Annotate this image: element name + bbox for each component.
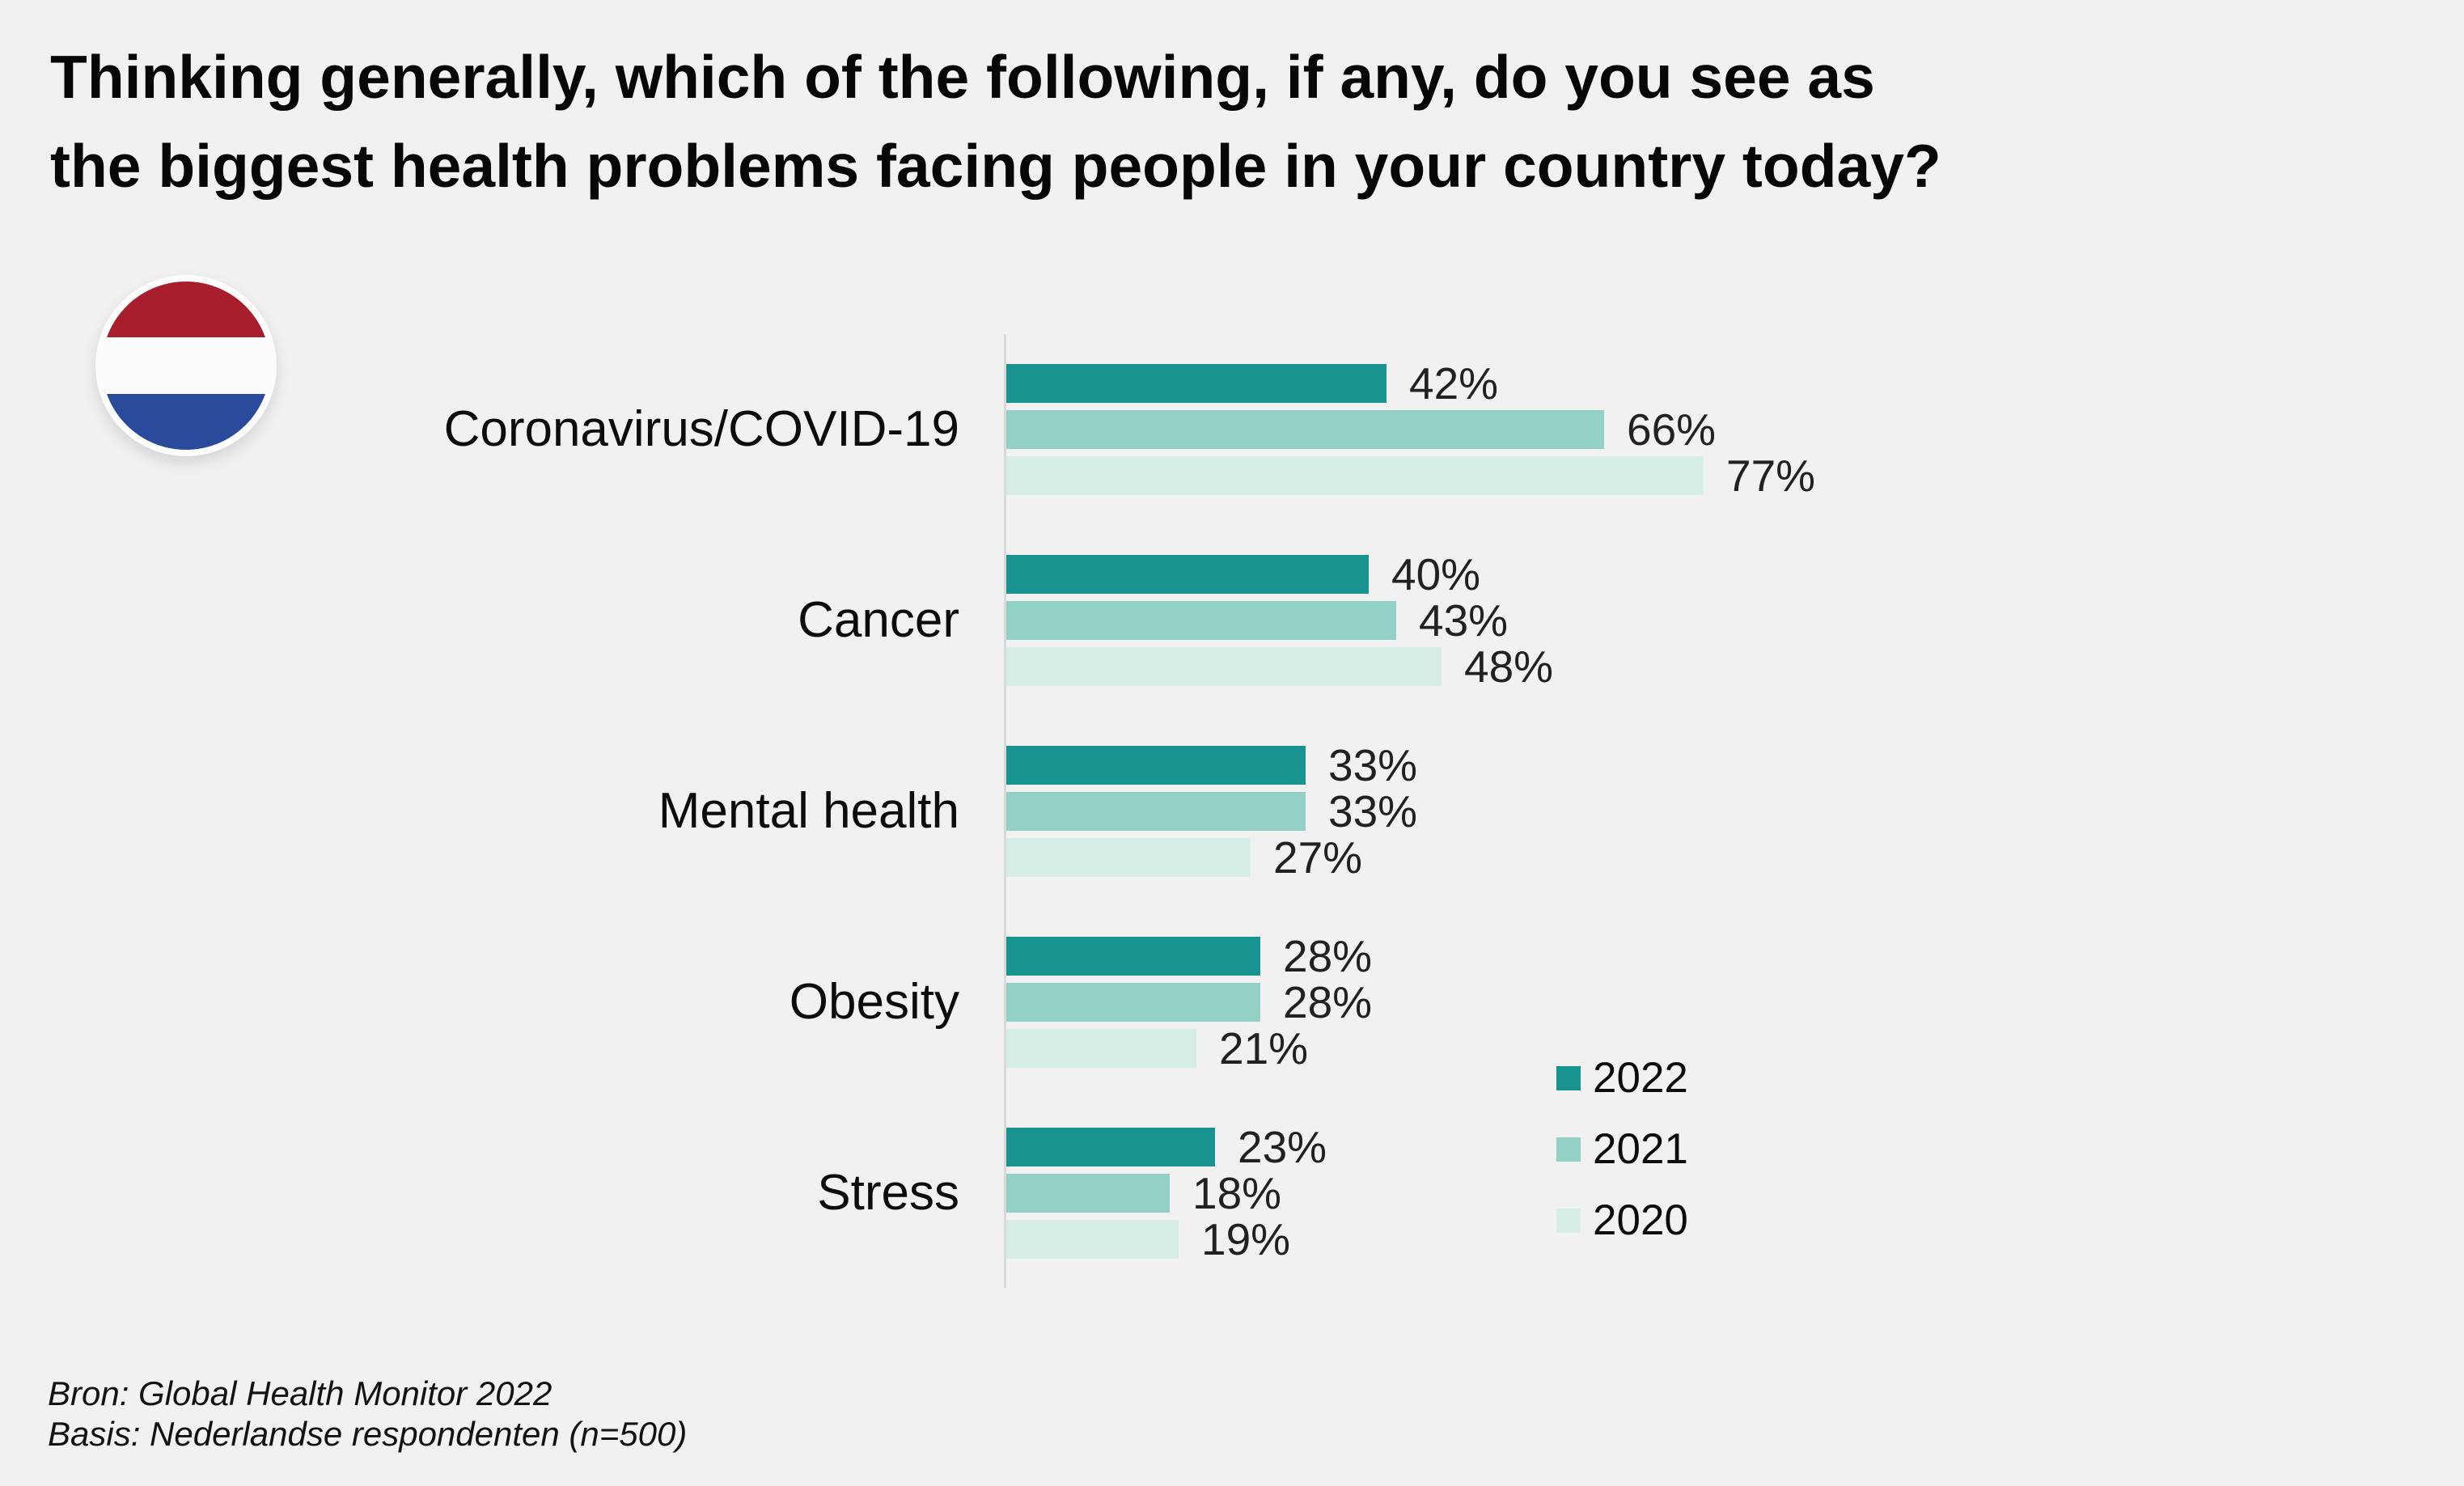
source-note: Bron: Global Health Monitor 2022 Basis: … (48, 1374, 687, 1454)
legend-swatch (1556, 1137, 1581, 1162)
flag-stripe-white (102, 337, 270, 394)
page-title-line-1: Thinking generally, which of the followi… (50, 43, 1875, 111)
bar-2022 (1006, 937, 1260, 976)
category-label: Mental health (658, 783, 959, 839)
category-label: Stress (817, 1165, 959, 1221)
bar-2022 (1006, 364, 1387, 403)
bar-value-label: 48% (1464, 641, 1554, 692)
source-line-2: Basis: Nederlandse respondenten (n=500) (48, 1415, 688, 1453)
bar-value-label: 28% (1283, 977, 1373, 1027)
bar-value-label: 40% (1391, 549, 1481, 599)
bar-value-label: 23% (1238, 1122, 1327, 1172)
bar-2020 (1006, 838, 1251, 877)
legend-swatch (1556, 1066, 1581, 1090)
bar-value-label: 43% (1419, 595, 1509, 646)
legend-item-2022: 2022 (1556, 1056, 1688, 1099)
legend-item-2021: 2021 (1556, 1125, 1688, 1173)
legend-label: 2021 (1593, 1125, 1688, 1173)
bar-value-label: 77% (1726, 451, 1816, 501)
bar-2020 (1006, 1029, 1196, 1068)
bar-2021 (1006, 792, 1306, 831)
bar-2021 (1006, 983, 1260, 1022)
bar-value-label: 66% (1627, 404, 1717, 455)
bar-2021 (1006, 1174, 1170, 1213)
axis-line (1004, 334, 1006, 1288)
bar-2020 (1006, 647, 1442, 686)
bar-value-label: 33% (1328, 786, 1418, 836)
legend-item-2020: 2020 (1556, 1199, 1688, 1242)
bar-2021 (1006, 410, 1604, 449)
legend-swatch (1556, 1209, 1581, 1233)
page-title: Thinking generally, which of the followi… (50, 32, 1941, 210)
page-title-line-2: the biggest health problems facing peopl… (50, 132, 1941, 200)
bar-value-label: 27% (1273, 832, 1363, 883)
category-label: Obesity (789, 974, 959, 1030)
bar-2022 (1006, 555, 1369, 594)
bar-value-label: 18% (1192, 1168, 1282, 1218)
bar-2021 (1006, 601, 1396, 640)
bar-2020 (1006, 1220, 1179, 1259)
source-line-1: Bron: Global Health Monitor 2022 (48, 1374, 552, 1412)
bar-value-label: 21% (1219, 1023, 1309, 1073)
flag-stripe-red (102, 282, 270, 338)
bar-2020 (1006, 456, 1704, 495)
bar-2022 (1006, 1128, 1215, 1166)
bar-value-label: 33% (1328, 740, 1418, 790)
bar-value-label: 42% (1409, 358, 1499, 409)
category-label: Coronavirus/COVID-19 (443, 401, 959, 457)
category-label: Cancer (798, 592, 959, 648)
legend-label: 2022 (1593, 1054, 1688, 1102)
bar-2022 (1006, 746, 1306, 785)
legend-label: 2020 (1593, 1196, 1688, 1244)
bar-value-label: 28% (1283, 931, 1373, 981)
bar-value-label: 19% (1201, 1214, 1291, 1264)
